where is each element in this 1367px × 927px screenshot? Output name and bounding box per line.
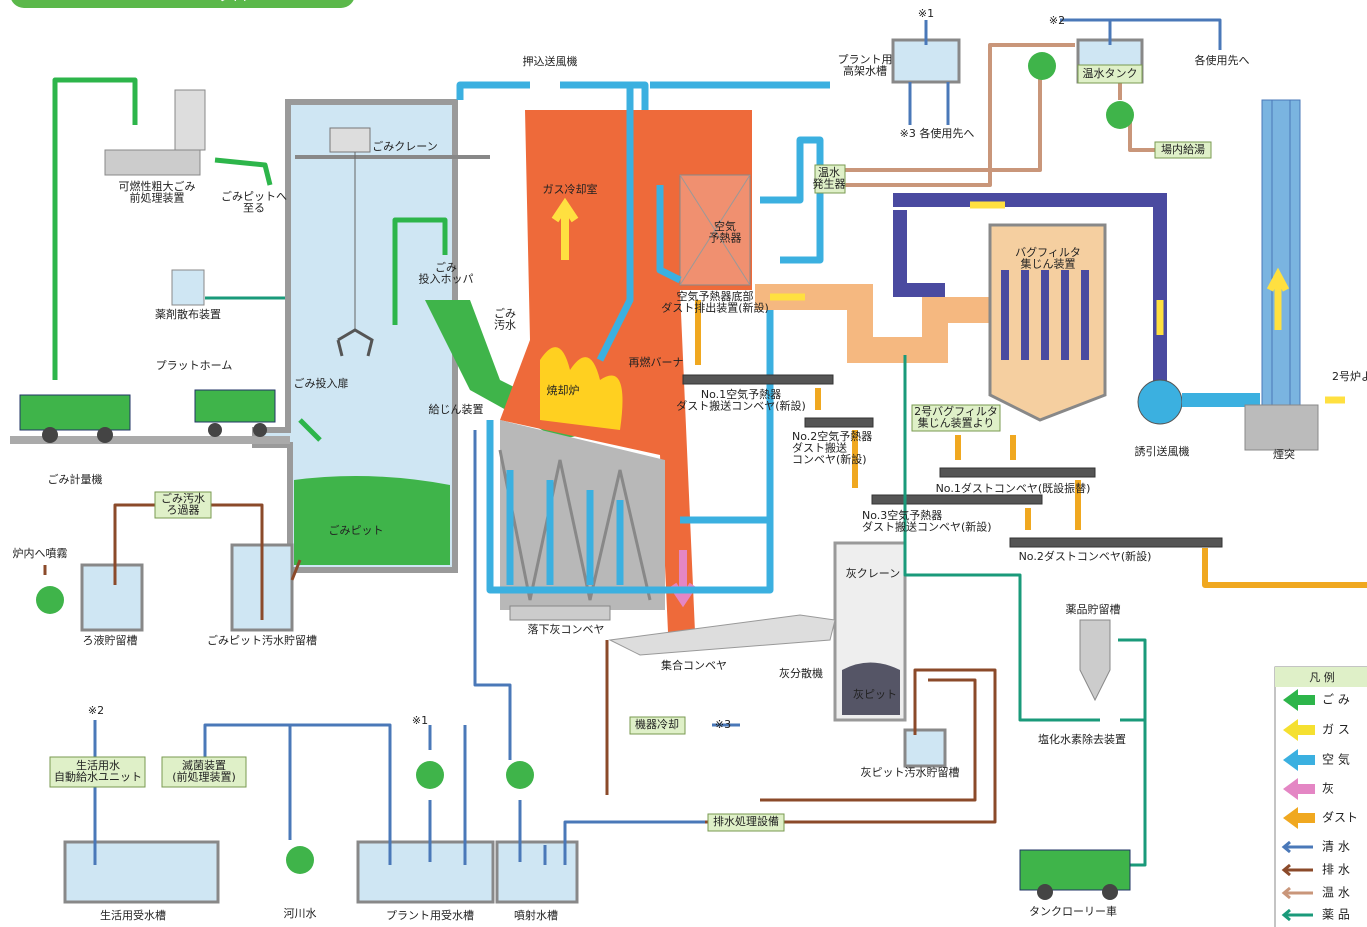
label: 灰ピット汚水貯留槽 [861, 765, 960, 779]
label: 薬剤散布装置 [155, 307, 221, 321]
label: 高架水槽 [843, 64, 887, 78]
label: 至る [243, 202, 265, 215]
label: 集じん装置より [918, 416, 995, 430]
label: 煙突 [1273, 447, 1295, 461]
label: No.2ダストコンベヤ(新設) [1019, 549, 1152, 563]
label: 集じん装置 [1021, 257, 1076, 271]
label: 給じん装置 [429, 402, 484, 416]
legend-label: ダスト [1322, 810, 1358, 825]
label: 再燃バーナ [629, 355, 684, 369]
label: プラットホーム [156, 359, 233, 372]
label: コンベヤ(新設) [792, 452, 867, 466]
label: ろ液貯留槽 [83, 633, 138, 647]
label: 発生器 [813, 177, 846, 191]
legend-title: 凡 例 [1309, 670, 1335, 684]
label: 灰クレーン [846, 566, 900, 580]
label: ごみクレーン [372, 139, 437, 153]
label: ※1 [412, 714, 428, 727]
label: 温水タンク [1083, 67, 1138, 80]
label: ごみ計量機 [48, 472, 103, 486]
label: フロー [217, 0, 262, 5]
label: ダスト搬送コンベヤ(新設) [676, 399, 806, 413]
label: 集合コンベヤ [661, 658, 727, 672]
label: ごみピット汚水貯留槽 [207, 633, 317, 647]
legend-label: 温 水 [1322, 886, 1350, 900]
label: 場内給湯 [1161, 142, 1205, 156]
label: プラント用受水槽 [386, 909, 474, 922]
legend-label: ご み [1322, 692, 1350, 707]
legend-label: 薬 品 [1322, 908, 1350, 922]
label: 生活用受水槽 [100, 908, 166, 922]
label: 機器冷却 [635, 717, 679, 731]
label: タンクローリー車 [1029, 904, 1117, 918]
label: ダスト搬送コンベヤ(新設) [862, 520, 992, 534]
legend-label: 空 気 [1322, 752, 1350, 767]
label: 各使用先へ [1195, 53, 1250, 67]
label: 落下灰コンベヤ [528, 622, 605, 636]
label: 前処理装置 [130, 191, 185, 205]
label: 2号炉よ [1332, 370, 1367, 383]
legend-label: 清 水 [1322, 840, 1350, 854]
label: 投入ホッパ [419, 272, 474, 286]
label: 押込送風機 [523, 54, 578, 68]
label: 噴射水槽 [514, 908, 558, 922]
label: ※1 [918, 7, 934, 20]
label: No.1ダストコンベヤ(既設振替) [936, 481, 1091, 495]
legend-label: 灰 [1322, 782, 1334, 796]
label: 灰分散機 [779, 666, 823, 680]
label: 塩化水素除去装置 [1038, 732, 1126, 746]
layout [10, 0, 1367, 927]
label: ガス冷却室 [543, 182, 598, 196]
label: 自動給水ユニット [54, 770, 142, 784]
label: 汚水 [494, 319, 516, 332]
label: 予熱器 [709, 232, 742, 245]
label: ごみ投入扉 [294, 376, 349, 390]
label: ※2 [88, 704, 104, 717]
label: ※3 [715, 718, 731, 731]
label: 焼却炉 [547, 384, 580, 397]
label: 炉内へ噴霧 [13, 546, 68, 560]
label: 灰ピット [853, 687, 897, 701]
label: ※2 [1049, 14, 1065, 27]
label: ダスト排出装置(新設) [661, 301, 769, 315]
label: 誘引送風機 [1135, 444, 1190, 458]
label: 薬品貯留槽 [1066, 603, 1121, 616]
diagram: フロー押込送風機ごみクレーンガス冷却室空気予熱器温水発生器プラント用高架水槽※1… [0, 0, 1367, 927]
label: 河川水 [284, 907, 317, 920]
label: 排水処理設備 [713, 814, 779, 828]
label: (前処理装置) [172, 770, 236, 784]
legend-label: ガ ス [1322, 723, 1350, 737]
label: ※3 各使用先へ [900, 126, 975, 140]
legend-label: 排 水 [1322, 863, 1350, 877]
label: ろ過器 [167, 504, 200, 517]
label: ごみピット [329, 523, 384, 537]
